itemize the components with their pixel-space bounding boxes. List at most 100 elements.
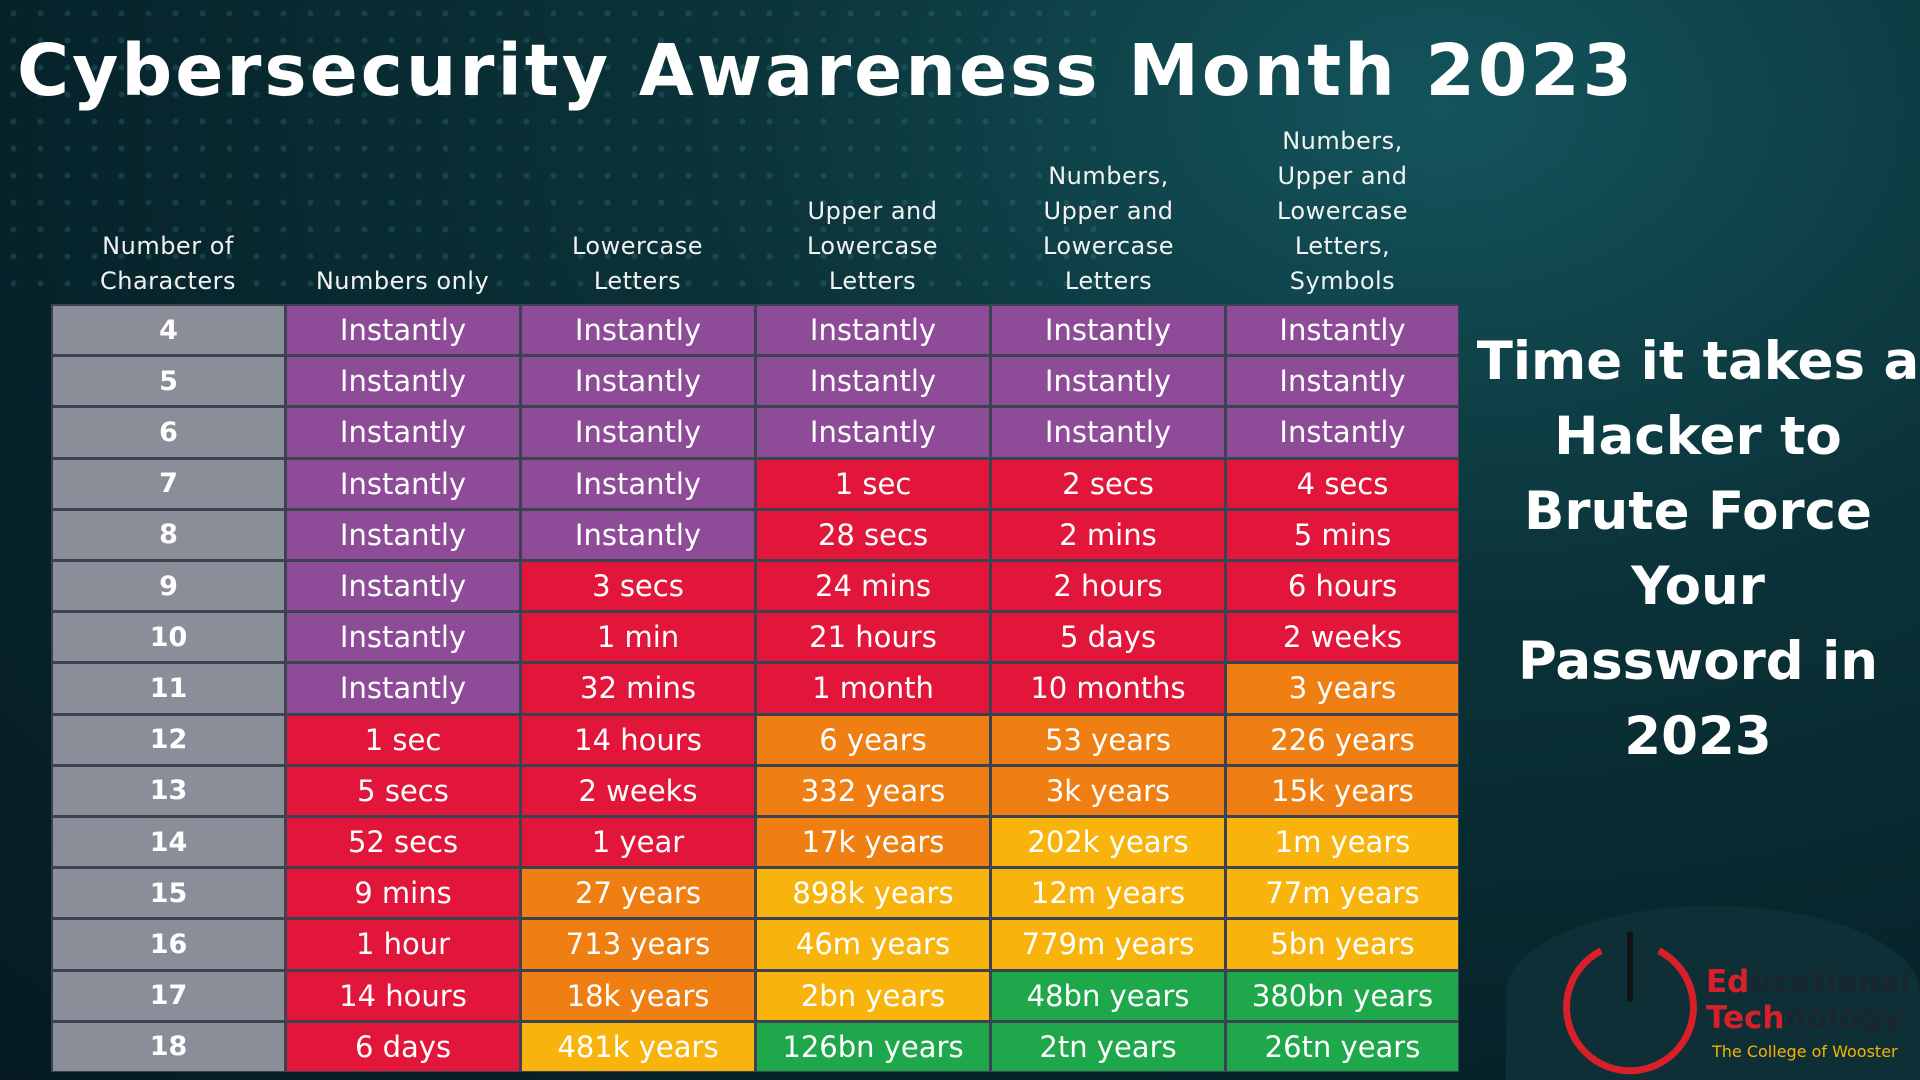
- crack-time-cell: 2tn years: [992, 1022, 1224, 1071]
- character-count-cell: 13: [53, 766, 284, 815]
- crack-time-cell: 2 hours: [992, 562, 1224, 611]
- character-count-cell: 7: [53, 459, 284, 508]
- background-dots: [0, 0, 1102, 306]
- crack-time-cell: Instantly: [287, 459, 519, 508]
- crack-time-cell: 2 mins: [992, 510, 1224, 559]
- character-count-cell: 10: [53, 613, 284, 662]
- crack-time-cell: Instantly: [287, 562, 519, 611]
- character-count-cell: 16: [53, 920, 284, 969]
- crack-time-cell: 27 years: [522, 869, 754, 918]
- educational-technology-logo: Educational Technology The College of Wo…: [1506, 906, 1920, 1080]
- crack-time-cell: 17k years: [757, 818, 989, 867]
- crack-time-cell: 24 mins: [757, 562, 989, 611]
- crack-time-cell: 1 hour: [287, 920, 519, 969]
- crack-time-cell: 1 sec: [757, 459, 989, 508]
- column-header-label: Upper and Lowercase Letters: [806, 197, 939, 295]
- crack-time-cell: 1m years: [1227, 818, 1458, 867]
- character-count-cell: 9: [53, 562, 284, 611]
- crack-time-cell: 6 days: [287, 1022, 519, 1071]
- crack-time-cell: Instantly: [287, 664, 519, 713]
- crack-time-cell: 48bn years: [992, 971, 1224, 1020]
- crack-time-cell: Instantly: [287, 408, 519, 457]
- crack-time-cell: Instantly: [522, 408, 754, 457]
- crack-time-cell: 18k years: [522, 971, 754, 1020]
- crack-time-cell: 32 mins: [522, 664, 754, 713]
- character-count-cell: 17: [53, 971, 284, 1020]
- crack-time-cell: 6 years: [757, 715, 989, 764]
- crack-time-cell: 3 years: [1227, 664, 1458, 713]
- crack-time-cell: 2bn years: [757, 971, 989, 1020]
- crack-time-cell: 2 weeks: [1227, 613, 1458, 662]
- crack-time-cell: Instantly: [992, 357, 1224, 406]
- crack-time-cell: 1 month: [757, 664, 989, 713]
- character-count-cell: 4: [53, 306, 284, 355]
- crack-time-cell: 53 years: [992, 715, 1224, 764]
- crack-time-cell: 713 years: [522, 920, 754, 969]
- crack-time-cell: 3k years: [992, 766, 1224, 815]
- crack-time-cell: 10 months: [992, 664, 1224, 713]
- crack-time-cell: 2 weeks: [522, 766, 754, 815]
- crack-time-cell: Instantly: [287, 306, 519, 355]
- character-count-cell: 6: [53, 408, 284, 457]
- crack-time-cell: 332 years: [757, 766, 989, 815]
- crack-time-cell: 202k years: [992, 818, 1224, 867]
- column-header: Upper and Lowercase Letters: [755, 122, 990, 304]
- side-title: Time it takes a Hacker to Brute Force Yo…: [1476, 331, 1920, 767]
- crack-time-cell: 77m years: [1227, 869, 1458, 918]
- column-header-label: Numbers, Upper and Lowercase Letters, Sy…: [1276, 127, 1409, 295]
- column-header-label: Numbers only: [315, 267, 490, 295]
- character-count-cell: 12: [53, 715, 284, 764]
- crack-time-cell: 26tn years: [1227, 1022, 1458, 1071]
- crack-time-cell: 5 days: [992, 613, 1224, 662]
- crack-time-cell: Instantly: [992, 408, 1224, 457]
- crack-time-cell: 21 hours: [757, 613, 989, 662]
- crack-time-cell: 14 hours: [287, 971, 519, 1020]
- crack-time-cell: Instantly: [522, 510, 754, 559]
- column-header: Numbers only: [285, 122, 520, 304]
- character-count-cell: 18: [53, 1022, 284, 1071]
- crack-time-cell: 2 secs: [992, 459, 1224, 508]
- crack-time-cell: Instantly: [992, 306, 1224, 355]
- character-count-cell: 11: [53, 664, 284, 713]
- crack-time-cell: 126bn years: [757, 1022, 989, 1071]
- crack-time-cell: Instantly: [757, 408, 989, 457]
- column-header: Lowercase Letters: [520, 122, 755, 304]
- crack-time-cell: 898k years: [757, 869, 989, 918]
- character-count-cell: 8: [53, 510, 284, 559]
- column-header-label: Lowercase Letters: [571, 232, 704, 295]
- crack-time-cell: 4 secs: [1227, 459, 1458, 508]
- column-header: Numbers, Upper and Lowercase Letters: [991, 122, 1226, 304]
- character-count-cell: 15: [53, 869, 284, 918]
- crack-time-cell: Instantly: [522, 306, 754, 355]
- crack-time-cell: Instantly: [757, 357, 989, 406]
- power-icon: [1563, 932, 1697, 1075]
- character-count-cell: 5: [53, 357, 284, 406]
- column-header: Numbers, Upper and Lowercase Letters, Sy…: [1226, 122, 1459, 304]
- crack-time-cell: Instantly: [1227, 357, 1458, 406]
- crack-time-cell: 28 secs: [757, 510, 989, 559]
- crack-time-cell: 9 mins: [287, 869, 519, 918]
- crack-time-cell: 5 secs: [287, 766, 519, 815]
- column-header-label: Number of Characters: [100, 232, 236, 295]
- logo-line-2: Technology: [1706, 1000, 1903, 1036]
- crack-time-cell: 3 secs: [522, 562, 754, 611]
- crack-time-cell: 5bn years: [1227, 920, 1458, 969]
- crack-time-cell: Instantly: [522, 357, 754, 406]
- crack-time-cell: 1 sec: [287, 715, 519, 764]
- crack-time-cell: 5 mins: [1227, 510, 1458, 559]
- column-header-label: Numbers, Upper and Lowercase Letters: [1042, 162, 1175, 295]
- crack-time-cell: 46m years: [757, 920, 989, 969]
- crack-time-cell: Instantly: [1227, 408, 1458, 457]
- crack-time-cell: 52 secs: [287, 818, 519, 867]
- crack-time-cell: Instantly: [1227, 306, 1458, 355]
- crack-time-cell: 14 hours: [522, 715, 754, 764]
- page-title: Cybersecurity Awareness Month 2023: [17, 29, 1636, 112]
- crack-time-cell: 1 min: [522, 613, 754, 662]
- crack-time-cell: Instantly: [522, 459, 754, 508]
- crack-time-cell: Instantly: [287, 357, 519, 406]
- crack-time-cell: 380bn years: [1227, 971, 1458, 1020]
- crack-time-cell: 15k years: [1227, 766, 1458, 815]
- character-count-cell: 14: [53, 818, 284, 867]
- column-header: Number of Characters: [51, 122, 285, 304]
- logo-subtitle: The College of Wooster: [1712, 1042, 1898, 1061]
